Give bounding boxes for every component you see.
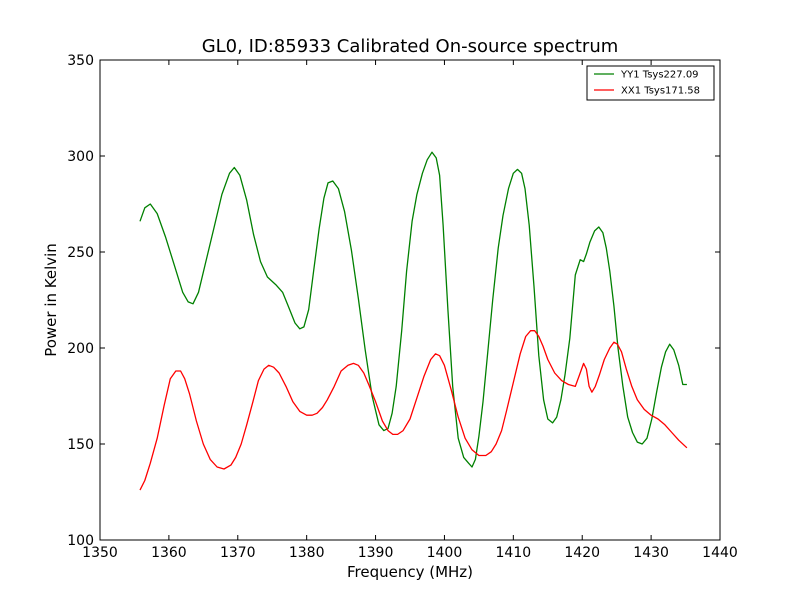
x-axis-label: Frequency (MHz) [347,563,473,581]
series-line-yy1 [139,151,687,468]
chart-legend: YY1 Tsys227.09 XX1 Tsys171.58 [586,65,715,101]
axis-ticks: 1350 1360 1370 1380 1390 1400 1410 1420 1430 1440… [67,53,738,561]
chart-title: GL0, ID:85933 Calibrated On-source spect… [202,36,619,57]
y-tick-label: 300 [67,149,94,165]
y-tick-label: 150 [67,437,94,453]
x-tick-label: 1380 [289,545,325,561]
x-tick-label: 1370 [220,545,256,561]
y-tick-label: 200 [67,341,94,357]
plot-lines [139,151,688,491]
y-axis-label: Power in Kelvin [42,243,60,357]
legend-box [586,65,715,101]
x-tick-label: 1350 [82,545,118,561]
series-line-xx1 [139,330,688,491]
legend-label-yy1: YY1 Tsys227.09 [620,70,699,81]
y-tick-label: 250 [67,245,94,261]
x-tick-label: 1430 [633,545,669,561]
x-tick-label: 1410 [496,545,532,561]
plot-frame [99,59,721,541]
y-tick-label: 100 [67,533,94,549]
x-tick-label: 1360 [151,545,187,561]
legend-label-xx1: XX1 Tsys171.58 [621,86,700,97]
y-tick-label: 350 [67,53,94,69]
x-tick-label: 1420 [564,545,600,561]
x-tick-label: 1440 [702,545,738,561]
x-tick-label: 1400 [427,545,463,561]
x-tick-label: 1390 [358,545,394,561]
